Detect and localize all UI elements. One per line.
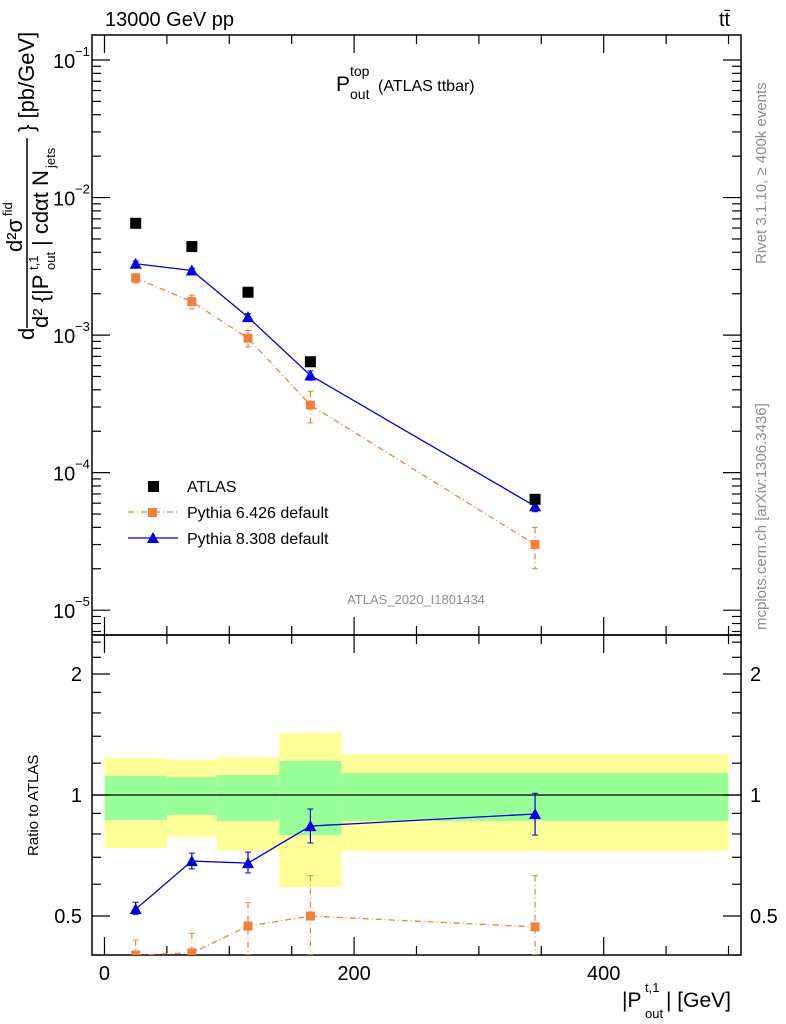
band-stat	[104, 775, 167, 821]
y-tick-label-exp: −3	[75, 319, 90, 334]
main-data-point	[304, 356, 316, 368]
ratio-y-tick-label-left: 0.5	[54, 906, 82, 928]
title-sup: top	[350, 63, 370, 79]
ylabel-d: d	[14, 328, 39, 340]
main-series-0	[130, 217, 541, 505]
xlabel-sup: t,1	[645, 980, 659, 995]
main-data-point	[185, 264, 198, 276]
ratio-series-0	[131, 875, 540, 955]
ratio-y-tick-label-right: 2	[750, 664, 761, 686]
ratio-data-point	[129, 903, 142, 915]
main-data-point	[129, 257, 142, 269]
ylabel-den-sup: t,1	[26, 256, 41, 270]
main-data-point	[131, 273, 141, 283]
ratio-y-tick-label-left: 2	[71, 664, 82, 686]
ratio-y-tick-label-right: 1	[750, 785, 761, 807]
legend-marker-atlas	[148, 481, 159, 492]
y-tick-label-base: 10	[53, 51, 75, 73]
mcplots-label: mcplots.cern.ch [arXiv:1306.3436]	[753, 403, 770, 630]
ratio-uncertainty-bands	[104, 733, 729, 888]
process-label: tt̄	[719, 9, 731, 31]
y-tick-label-base: 10	[53, 189, 75, 211]
ratio-data-point	[243, 921, 253, 931]
ratio-data-point	[305, 911, 315, 921]
band-stat	[166, 777, 217, 815]
main-data-point	[529, 493, 541, 505]
y-tick-label-exp: −4	[75, 457, 90, 472]
band-stat	[216, 775, 280, 821]
xlabel-main: |P	[622, 989, 641, 1012]
main-data-point	[186, 241, 198, 253]
ratio-data-point	[131, 950, 141, 955]
main-series-2	[129, 257, 542, 513]
main-data-point	[242, 286, 254, 298]
y-tick-label-exp: −5	[75, 594, 90, 609]
xlabel-sub: out	[645, 1006, 663, 1021]
legend-label-atlas: ATLAS	[187, 479, 237, 496]
legend-marker-pythia6	[148, 508, 157, 517]
y-tick-label-base: 10	[53, 464, 75, 486]
y-tick-label-base: 10	[53, 601, 75, 623]
main-series-line	[135, 277, 536, 546]
ratio-y-axis-label: Ratio to ATLAS	[25, 755, 42, 856]
x-tick-label: 0	[99, 963, 110, 985]
ylabel-numerator-sup: fid	[0, 202, 15, 216]
energy-label: 13000 GeV pp	[105, 9, 234, 31]
main-data-point	[130, 217, 142, 229]
legend-item-pythia8: Pythia 8.308 default	[128, 531, 329, 548]
ratio-data-point	[242, 857, 255, 869]
ratio-y-tick-label-right: 0.5	[750, 906, 778, 928]
main-series-1	[131, 273, 540, 570]
rivet-label: Rivet 3.1.10, ≥ 400k events	[753, 82, 770, 264]
main-data-point	[304, 369, 317, 381]
title-rest: (ATLAS ttbar)	[378, 78, 475, 95]
legend-label-pythia8: Pythia 8.308 default	[187, 531, 329, 548]
title-main: P	[336, 73, 350, 96]
x-axis-label: |P t,1 out | [GeV]	[622, 980, 731, 1021]
legend-item-pythia6: Pythia 6.426 default	[128, 505, 329, 522]
y-tick-label-exp: −2	[75, 182, 90, 197]
xlabel-rest: | [GeV]	[666, 989, 731, 1012]
y-tick-label-exp: −1	[75, 44, 90, 59]
title-sub: out	[350, 86, 370, 102]
y-tick-label-base: 10	[53, 326, 75, 348]
ratio-data-point	[529, 807, 542, 819]
ylabel-unit: } [pb/GeV]	[14, 32, 39, 132]
main-data-point	[305, 400, 315, 410]
main-plot-title: P top out (ATLAS ttbar)	[336, 63, 475, 102]
ratio-data-point	[304, 820, 317, 832]
ylabel-den-sub: out	[43, 252, 58, 270]
legend-label-pythia6: Pythia 6.426 default	[187, 505, 329, 522]
data-marks	[129, 217, 542, 955]
ylabel-denominator: d² {|P	[28, 275, 53, 328]
main-data-point	[529, 500, 542, 512]
ylabel-den-sub2: jets	[43, 147, 58, 169]
ratio-data-point	[185, 855, 198, 867]
ratio-y-tick-label-left: 1	[71, 785, 82, 807]
legend-item-atlas: ATLAS	[148, 479, 237, 496]
main-data-point	[530, 540, 540, 550]
ylabel-numerator: d²σ	[2, 218, 27, 252]
ratio-data-point	[187, 948, 197, 955]
main-data-point	[243, 333, 253, 343]
main-data-point	[187, 297, 197, 307]
legend: ATLAS Pythia 6.426 default Pythia 8.308 …	[128, 479, 329, 548]
ratio-series-1	[129, 792, 542, 915]
ylabel-den-rest: | cdαt N	[28, 170, 53, 246]
x-tick-label: 200	[337, 963, 370, 985]
ratio-data-point	[530, 922, 540, 932]
legend-marker-pythia8	[147, 532, 159, 543]
main-y-axis-label: d d²σ fid d² {|P t,1 out | cdαt N jets }…	[0, 32, 58, 340]
analysis-id: ATLAS_2020_I1801434	[347, 592, 485, 607]
x-tick-label: 400	[587, 963, 620, 985]
main-data-point	[242, 311, 255, 323]
